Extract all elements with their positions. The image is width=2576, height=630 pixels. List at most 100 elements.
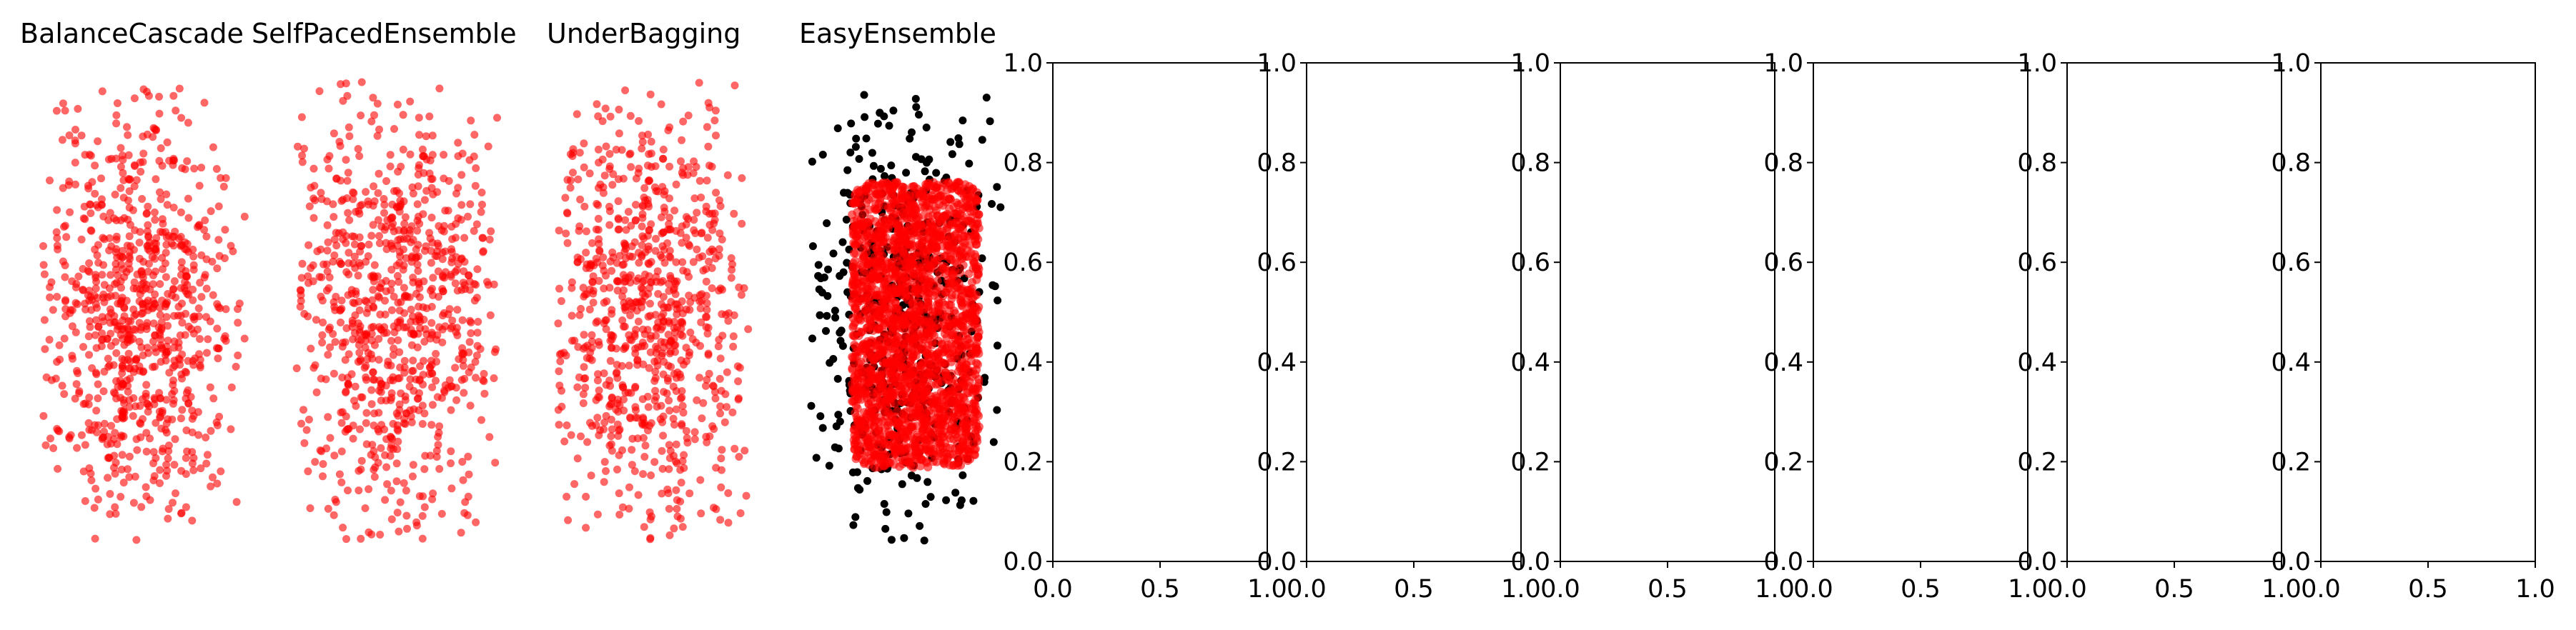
scatter-point	[705, 257, 713, 266]
scatter-point	[727, 274, 735, 282]
scatter-point	[862, 231, 871, 240]
scatter-point	[588, 278, 597, 286]
scatter-point	[555, 381, 564, 390]
scatter-point	[380, 323, 389, 331]
scatter-point	[734, 377, 743, 386]
scatter-point	[457, 171, 466, 179]
scatter-point	[685, 273, 693, 281]
scatter-point	[170, 337, 179, 346]
scatter-point	[126, 254, 134, 263]
scatter-point	[618, 146, 626, 154]
scatter-point	[665, 504, 673, 513]
scatter-point	[600, 319, 608, 328]
scatter-point	[428, 495, 437, 504]
scatter-point	[592, 396, 600, 404]
scatter-point	[891, 267, 900, 276]
scatter-point	[614, 197, 623, 206]
scatter-point	[702, 433, 710, 441]
scatter-point	[582, 524, 590, 532]
scatter-point	[605, 221, 614, 229]
panel-title-easyensemble: EasyEnsemble	[799, 18, 996, 49]
scatter-point	[182, 454, 190, 462]
scatter-point	[191, 354, 199, 363]
scatter-point	[162, 356, 170, 365]
scatter-point	[457, 376, 466, 384]
scatter-point	[377, 222, 386, 231]
scatter-point	[651, 246, 660, 255]
scatter-point	[45, 336, 54, 344]
scatter-point	[705, 161, 713, 170]
scatter-point	[88, 178, 96, 186]
scatter-point	[309, 164, 318, 173]
scatter-point	[961, 239, 970, 248]
scatter-point	[928, 340, 937, 349]
scatter-point	[704, 349, 713, 358]
scatter-point	[361, 296, 370, 305]
scatter-point	[954, 134, 963, 142]
scatter-point	[117, 383, 126, 391]
scatter-point	[666, 254, 675, 262]
scatter-point	[862, 134, 871, 143]
scatter-point	[221, 332, 229, 341]
scatter-point	[65, 434, 74, 443]
scatter-point	[98, 435, 106, 444]
scatter-point	[924, 305, 933, 314]
scatter-point	[608, 266, 616, 275]
scatter-point	[477, 208, 485, 216]
scatter-point	[875, 252, 884, 261]
scatter-point	[599, 189, 608, 197]
scatter-point	[201, 216, 209, 224]
scatter-point	[170, 311, 178, 320]
scatter-point	[594, 226, 603, 234]
scatter-point	[332, 174, 341, 183]
scatter-point	[324, 504, 332, 513]
scatter-point	[91, 534, 99, 543]
scatter-point	[447, 258, 456, 266]
scatter-point	[427, 184, 436, 192]
scatter-point	[640, 184, 649, 192]
scatter-point	[370, 261, 379, 269]
scatter-point	[708, 422, 717, 431]
scatter-point	[873, 435, 883, 444]
scatter-point	[131, 226, 139, 234]
scatter-point	[709, 382, 718, 391]
scatter-point	[454, 139, 462, 147]
scatter-point	[427, 319, 436, 327]
scatter-point	[79, 467, 88, 476]
scatter-point	[652, 349, 660, 357]
scatter-point	[71, 328, 80, 336]
scatter-point	[420, 196, 429, 204]
scatter-point	[575, 222, 584, 231]
scatter-point	[453, 306, 462, 314]
scatter-point	[177, 114, 186, 122]
scatter-point	[473, 329, 482, 337]
scatter-point	[602, 142, 610, 151]
scatter-point	[439, 271, 447, 280]
scatter-point	[842, 216, 851, 224]
scatter-point	[698, 290, 706, 299]
scatter-point	[887, 378, 896, 387]
scatter-point	[159, 444, 167, 453]
scatter-point	[678, 394, 686, 401]
scatter-point	[630, 467, 639, 476]
scatter-point	[408, 312, 417, 321]
scatter-point	[304, 279, 312, 287]
scatter-point	[833, 374, 842, 383]
scatter-point	[322, 375, 330, 384]
scatter-point	[583, 354, 591, 362]
scatter-point	[66, 208, 74, 216]
scatter-point	[635, 249, 643, 257]
scatter-point	[658, 183, 667, 191]
scatter-point	[487, 227, 495, 236]
scatter-point	[570, 480, 579, 489]
scatter-point	[723, 403, 730, 411]
scatter-point	[582, 492, 590, 501]
scatter-point	[948, 218, 957, 227]
scatter-point	[465, 338, 474, 346]
scatter-point	[143, 319, 152, 327]
scatter-point	[562, 229, 570, 238]
scatter-point	[92, 316, 100, 324]
scatter-point	[833, 124, 842, 133]
scatter-point	[447, 382, 456, 391]
scatter-point	[425, 370, 434, 379]
